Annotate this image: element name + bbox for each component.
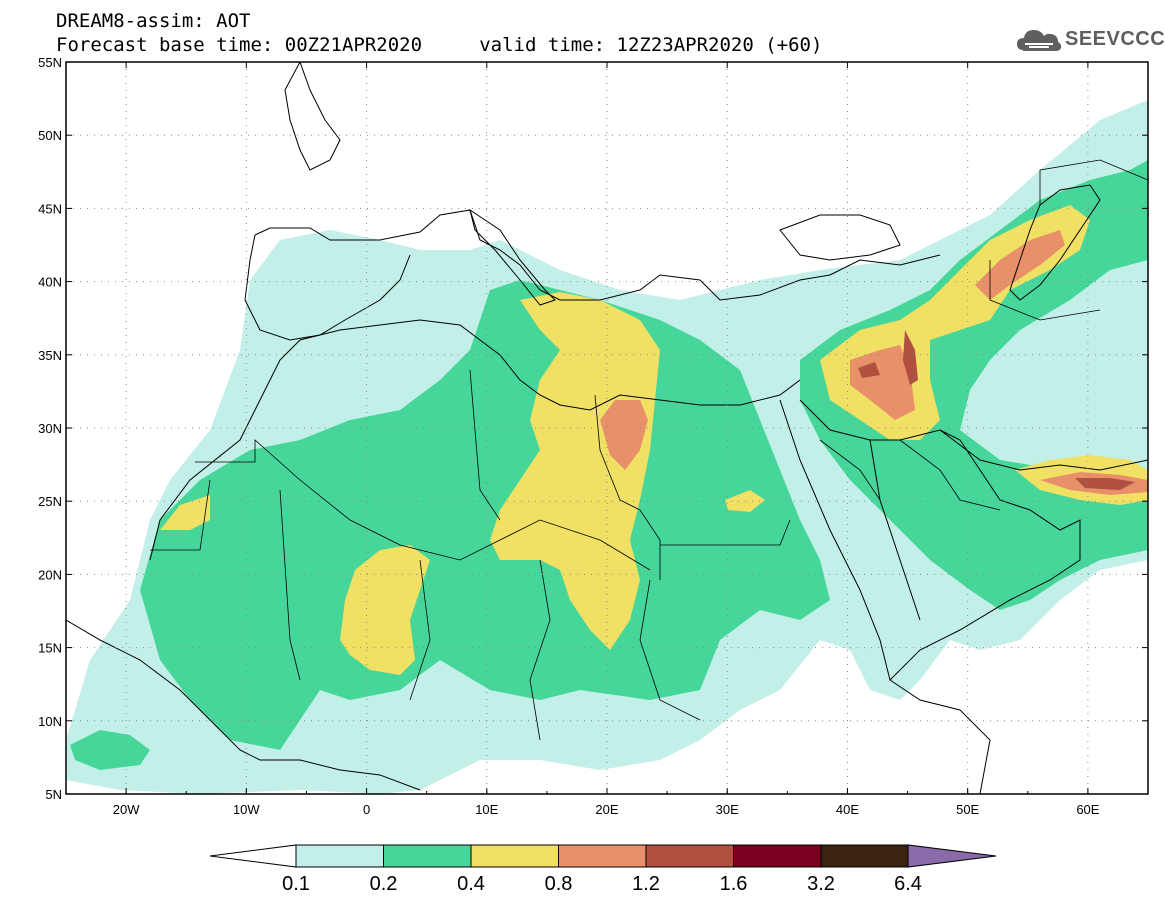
colorbar-label: 0.1 xyxy=(282,873,310,895)
colorbar-label: 1.6 xyxy=(719,873,748,895)
colorbar-bin-0.4 xyxy=(470,844,559,868)
lat-tick-label: 25N xyxy=(38,494,62,509)
colorbar-bin-0.2 xyxy=(383,844,472,868)
lon-tick-label: 20E xyxy=(595,802,618,817)
colorbar-bin-1.6 xyxy=(733,844,822,868)
aot-contour-0.2 xyxy=(70,730,150,770)
colorbar-label: 0.4 xyxy=(457,873,485,895)
lat-tick-label: 40N xyxy=(38,275,62,290)
aot-contour-0.2 xyxy=(800,160,1148,610)
colorbar-bin-1.2 xyxy=(645,844,734,868)
aot-contour-0.4 xyxy=(490,292,660,650)
aot-contour-0.8 xyxy=(600,400,648,470)
lat-tick-label: 30N xyxy=(38,421,62,436)
colorbar-bin-3.2 xyxy=(820,844,909,868)
aot-contour-0.4 xyxy=(160,495,210,530)
colorbar xyxy=(209,844,997,868)
aot-contour-0.4 xyxy=(340,545,430,675)
lon-tick-label: 60E xyxy=(1076,802,1099,817)
lat-tick-label: 45N xyxy=(38,201,62,216)
aot-contour-1.2 xyxy=(903,330,918,385)
colorbar-label: 3.2 xyxy=(807,873,835,895)
lon-tick-label: 30E xyxy=(716,802,739,817)
aot-contour-1.2 xyxy=(858,362,880,378)
lat-tick-label: 10N xyxy=(38,714,62,729)
lon-tick-label: 10W xyxy=(233,802,260,817)
lon-tick-label: 50E xyxy=(956,802,979,817)
colorbar-bin-0.1 xyxy=(295,844,384,868)
axis-tick-labels: 20W 10W 0 10E 20E 30E 40E 50E 60E 55N 50N 45N 40N 35N… xyxy=(38,55,1100,817)
colorbar-label: 1.2 xyxy=(632,873,660,895)
lat-tick-label: 55N xyxy=(38,55,62,70)
seevccc-logo: SEEVCCC xyxy=(1015,22,1165,58)
lat-tick-label: 50N xyxy=(38,128,62,143)
axis-ticks xyxy=(65,61,1149,795)
cloud-icon xyxy=(1017,30,1062,51)
aot-contour-1.2 xyxy=(1075,478,1135,490)
lat-tick-label: 5N xyxy=(45,787,62,802)
lon-tick-label: 0 xyxy=(363,802,370,817)
lon-tick-label: 10E xyxy=(475,802,498,817)
lat-tick-label: 35N xyxy=(38,348,62,363)
lon-tick-label: 40E xyxy=(836,802,859,817)
colorbar-label: 0.2 xyxy=(369,873,398,895)
country-borders xyxy=(150,159,1148,741)
logo-label: SEEVCCC xyxy=(1065,28,1165,50)
coastlines xyxy=(66,62,1148,794)
lat-tick-label: 15N xyxy=(38,641,62,656)
lon-tick-label: 20W xyxy=(113,802,140,817)
aot-contour-0.2 xyxy=(140,280,830,750)
colorbar-label: 0.8 xyxy=(544,873,573,895)
aot-field xyxy=(66,100,1148,794)
colorbar-under-triangle xyxy=(209,844,297,868)
aot-contour-0.8 xyxy=(850,345,915,420)
forecast-time-line: Forecast base time: 00Z21APR2020 valid t… xyxy=(56,34,823,56)
aot-contour-0.8 xyxy=(975,230,1065,300)
colorbar-bin-0.8 xyxy=(558,844,647,868)
lat-lon-grid xyxy=(66,62,1148,794)
map-title: DREAM8-assim: AOT xyxy=(56,10,251,32)
colorbar-over-triangle xyxy=(907,844,997,868)
lat-tick-label: 20N xyxy=(38,567,62,582)
colorbar-label: 6.4 xyxy=(894,873,922,895)
